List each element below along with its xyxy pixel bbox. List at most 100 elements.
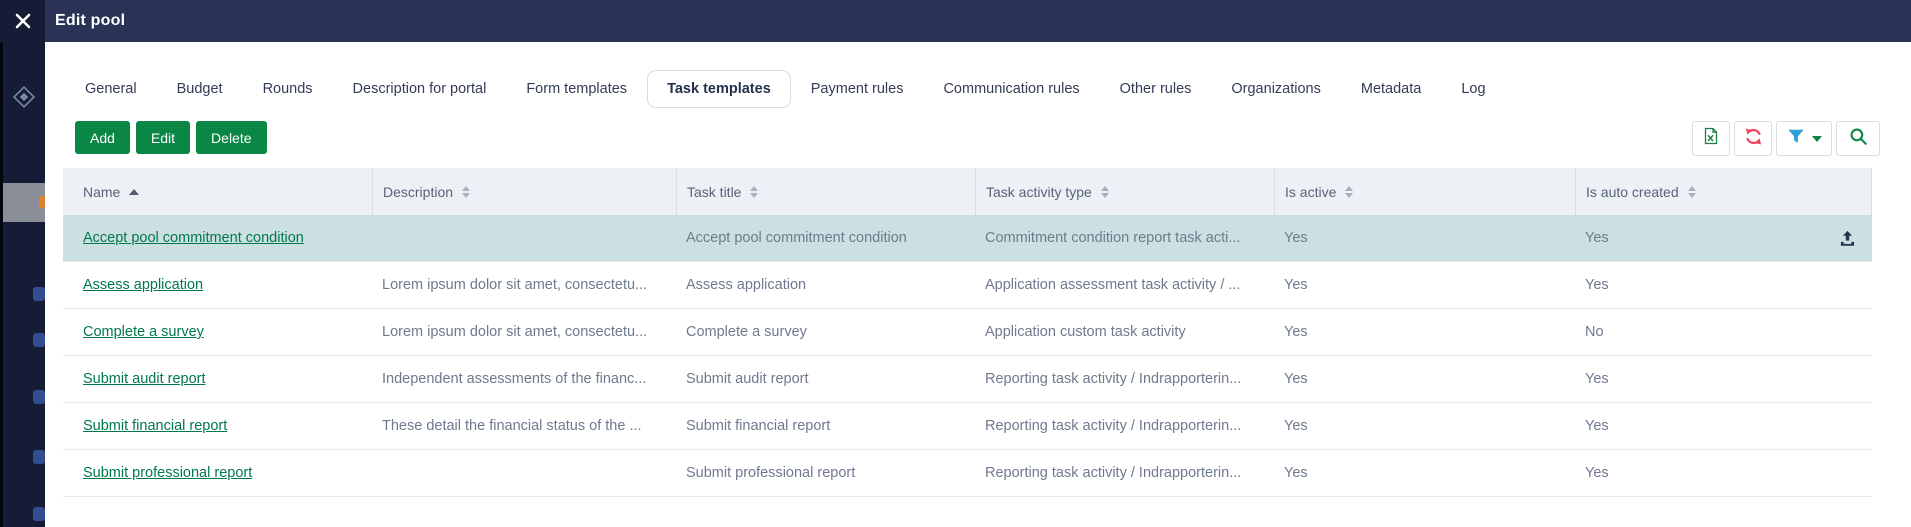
cell-name: Submit audit report xyxy=(63,371,372,387)
toolbar-button-group: Add Edit Delete xyxy=(75,121,267,154)
task-template-link[interactable]: Accept pool commitment condition xyxy=(83,230,304,246)
column-label: Is active xyxy=(1285,183,1337,200)
tab-budget[interactable]: Budget xyxy=(176,81,223,97)
background-sidebar: F xyxy=(0,0,45,527)
column-header-description[interactable]: Description xyxy=(372,168,676,215)
tab-other-rules[interactable]: Other rules xyxy=(1119,81,1192,97)
cell-name: Submit financial report xyxy=(63,418,372,434)
cell-is-auto-created: Yes xyxy=(1585,277,1609,293)
column-label: Name xyxy=(83,183,121,200)
tab-description-for-portal[interactable]: Description for portal xyxy=(352,81,487,97)
cell-is-active: Yes xyxy=(1284,418,1308,434)
column-header-name[interactable]: Name xyxy=(63,168,372,215)
cell-name: Accept pool commitment condition xyxy=(63,230,372,246)
sidebar-item-icon-partial xyxy=(33,507,45,521)
table-row[interactable]: Submit audit report Independent assessmen… xyxy=(63,356,1872,403)
tab-organizations[interactable]: Organizations xyxy=(1231,81,1321,97)
cell-is-active: Yes xyxy=(1284,230,1308,246)
column-label: Description xyxy=(383,183,454,200)
task-template-link[interactable]: Submit financial report xyxy=(83,418,228,434)
cell-task-activity-type: Reporting task activity / Indrapporterin… xyxy=(985,418,1242,434)
column-header-is-active[interactable]: Is active xyxy=(1274,168,1575,215)
table-row[interactable]: Assess application Lorem ipsum dolor sit … xyxy=(63,262,1872,309)
page-left-edge xyxy=(0,0,3,527)
table-row[interactable]: Submit professional report Submit profess… xyxy=(63,450,1872,497)
sidebar-item-icon-partial xyxy=(33,450,45,464)
tab-log[interactable]: Log xyxy=(1461,81,1486,97)
tab-rounds[interactable]: Rounds xyxy=(262,81,313,97)
tab-payment-rules[interactable]: Payment rules xyxy=(810,81,904,97)
app-logo-icon xyxy=(11,84,37,115)
cell-task-title: Submit financial report xyxy=(686,418,831,434)
modal-body: General Budget Rounds Description for porta… xyxy=(45,42,1911,527)
cell-description: Lorem ipsum dolor sit amet, consectetu..… xyxy=(382,277,648,293)
task-template-link[interactable]: Submit professional report xyxy=(83,465,253,481)
tab-metadata[interactable]: Metadata xyxy=(1360,81,1422,97)
sort-both-icon xyxy=(1100,185,1109,198)
modal-header: Edit pool xyxy=(45,0,1911,42)
close-icon[interactable] xyxy=(0,0,45,42)
cell-is-auto-created: Yes xyxy=(1585,371,1609,387)
column-label: Task activity type xyxy=(986,183,1092,200)
filter-dropdown-icon[interactable] xyxy=(1811,135,1822,142)
tab-bar: General Budget Rounds Description for porta… xyxy=(65,70,1506,108)
column-header-task-title[interactable]: Task title xyxy=(676,168,975,215)
filter-icon[interactable] xyxy=(1787,128,1805,150)
cell-is-active: Yes xyxy=(1284,324,1308,340)
cell-task-title: Complete a survey xyxy=(686,324,807,340)
cell-is-active: Yes xyxy=(1284,277,1308,293)
cell-task-activity-type: Commitment condition report task acti... xyxy=(985,230,1241,246)
sort-both-icon xyxy=(750,185,759,198)
task-template-link[interactable]: Assess application xyxy=(83,277,204,293)
table-header-row: Name Description Task title Task activity t… xyxy=(63,168,1872,215)
task-template-link[interactable]: Complete a survey xyxy=(83,324,204,340)
column-header-task-activity-type[interactable]: Task activity type xyxy=(975,168,1274,215)
toolbar-icon-group xyxy=(1692,121,1880,156)
sort-both-icon xyxy=(1345,185,1354,198)
tab-general[interactable]: General xyxy=(85,81,137,97)
cell-is-auto-created: Yes xyxy=(1585,230,1609,246)
upload-icon[interactable] xyxy=(1839,230,1856,247)
edit-button[interactable]: Edit xyxy=(135,121,191,154)
tab-form-templates[interactable]: Form templates xyxy=(526,81,628,97)
cell-task-title: Submit audit report xyxy=(686,371,809,387)
app-logo-text-partial: F xyxy=(44,86,45,103)
cell-is-auto-created: Yes xyxy=(1585,418,1609,434)
column-label: Task title xyxy=(687,183,742,200)
excel-export-button[interactable] xyxy=(1692,121,1730,156)
table-body: Accept pool commitment condition Accept p… xyxy=(63,215,1872,497)
column-label: Is auto created xyxy=(1586,183,1679,200)
add-button[interactable]: Add xyxy=(75,121,130,154)
search-icon xyxy=(1849,127,1868,151)
table-row[interactable]: Submit financial report These detail the … xyxy=(63,403,1872,450)
cell-description: Independent assessments of the financ... xyxy=(382,371,647,387)
cell-task-activity-type: Reporting task activity / Indrapporterin… xyxy=(985,465,1242,481)
sidebar-active-item-partial[interactable] xyxy=(0,183,45,222)
cell-description: These detail the financial status of the… xyxy=(382,418,642,434)
cell-is-auto-created: Yes xyxy=(1585,465,1609,481)
excel-export-icon xyxy=(1702,127,1720,150)
sidebar-item-icon-partial xyxy=(33,390,45,404)
cell-task-activity-type: Application assessment task activity / .… xyxy=(985,277,1241,293)
modal-title: Edit pool xyxy=(55,12,126,29)
tab-task-templates[interactable]: Task templates xyxy=(647,70,791,108)
tab-communication-rules[interactable]: Communication rules xyxy=(943,81,1080,97)
table-row[interactable]: Complete a survey Lorem ipsum dolor sit a… xyxy=(63,309,1872,356)
refresh-button[interactable] xyxy=(1734,121,1772,156)
cell-task-activity-type: Reporting task activity / Indrapporterin… xyxy=(985,371,1242,387)
cell-description: Lorem ipsum dolor sit amet, consectetu..… xyxy=(382,324,648,340)
search-button[interactable] xyxy=(1836,121,1880,156)
cell-name: Complete a survey xyxy=(63,324,372,340)
cell-task-activity-type: Application custom task activity xyxy=(985,324,1186,340)
cell-name: Submit professional report xyxy=(63,465,372,481)
table-row[interactable]: Accept pool commitment condition Accept p… xyxy=(63,215,1872,262)
sort-ascending-icon xyxy=(129,188,140,195)
cell-name: Assess application xyxy=(63,277,372,293)
sidebar-active-icon-partial xyxy=(39,196,45,208)
sidebar-item-icon-partial xyxy=(33,287,45,301)
cell-task-title: Assess application xyxy=(686,277,807,293)
delete-button[interactable]: Delete xyxy=(196,121,267,154)
task-templates-table: Name Description Task title Task activity t… xyxy=(63,168,1872,497)
column-header-is-auto-created[interactable]: Is auto created xyxy=(1575,168,1872,215)
task-template-link[interactable]: Submit audit report xyxy=(83,371,206,387)
